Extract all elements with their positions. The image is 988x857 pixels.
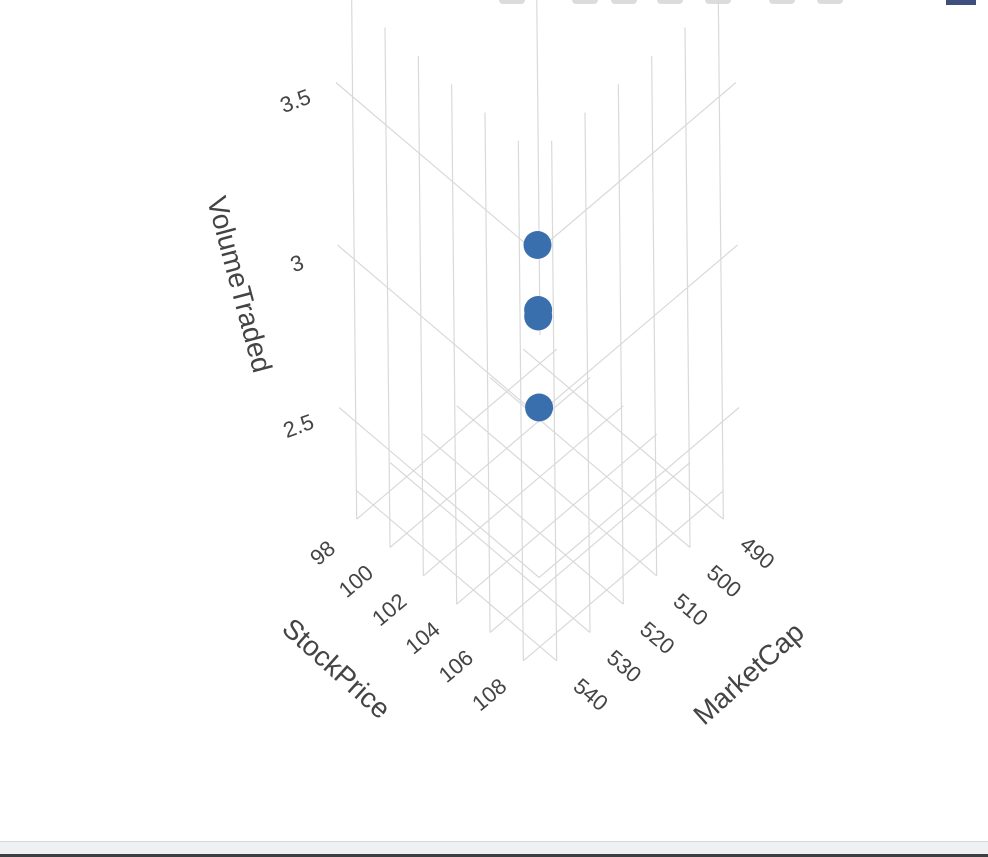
y-axis-title: StockPrice: [276, 612, 396, 725]
camera-icon[interactable]: [499, 0, 525, 4]
z-tick-label: 3: [287, 250, 307, 278]
x-tick-label: 500: [702, 560, 746, 603]
floor-gridline-x: [489, 377, 691, 548]
y-tick-label: 98: [305, 535, 340, 570]
y-tick-label: 100: [334, 560, 378, 603]
modebar: [499, 0, 976, 5]
floor-gridline-y: [389, 377, 591, 548]
x-tick-label: 520: [635, 616, 679, 659]
x-axis-title: MarketCap: [687, 616, 810, 731]
y-tick-label: 102: [367, 588, 411, 631]
plotly-logo-icon[interactable]: [946, 0, 976, 5]
right-wall-gridline-z: [538, 407, 740, 578]
floor-gridline-y: [356, 348, 558, 520]
z-axis-title: VolumeTraded: [201, 193, 278, 376]
z-tick-label: 2.5: [280, 409, 317, 443]
left-wall-gridline-z: [338, 407, 540, 578]
right-wall-gridline-z: [535, 82, 737, 253]
back-edge: [536, 0, 541, 336]
right-wall-gridline-z: [537, 244, 738, 416]
left-wall-gridline-z: [337, 244, 538, 416]
zoom-icon[interactable]: [572, 0, 598, 4]
y-tick-label: 108: [467, 673, 511, 716]
reset-icon[interactable]: [769, 0, 795, 4]
data-point[interactable]: [525, 393, 554, 422]
floor-gridline-y: [456, 433, 658, 605]
floor-gridline-x: [456, 405, 658, 577]
y-tick-label: 104: [400, 616, 444, 659]
data-point[interactable]: [524, 302, 553, 331]
y-tick-label: 106: [434, 645, 478, 688]
x-tick-label: 510: [669, 588, 713, 631]
status-strip-border: [0, 854, 988, 857]
floor-gridline-x: [422, 433, 624, 605]
floor-gridline-y: [422, 405, 624, 577]
marker-layer: [523, 231, 554, 422]
x-tick-label: 540: [569, 673, 613, 716]
data-point[interactable]: [523, 231, 552, 259]
x-tick-label: 490: [735, 531, 779, 574]
status-strip: [0, 841, 988, 857]
pan-icon[interactable]: [611, 0, 637, 4]
hover-icon[interactable]: [817, 0, 843, 4]
orbit-icon[interactable]: [657, 0, 683, 4]
left-wall-gridline-z: [335, 82, 537, 253]
z-tick-label: 3.5: [277, 84, 314, 118]
x-tick-label: 530: [602, 645, 646, 688]
grid-layer: [335, 0, 740, 662]
